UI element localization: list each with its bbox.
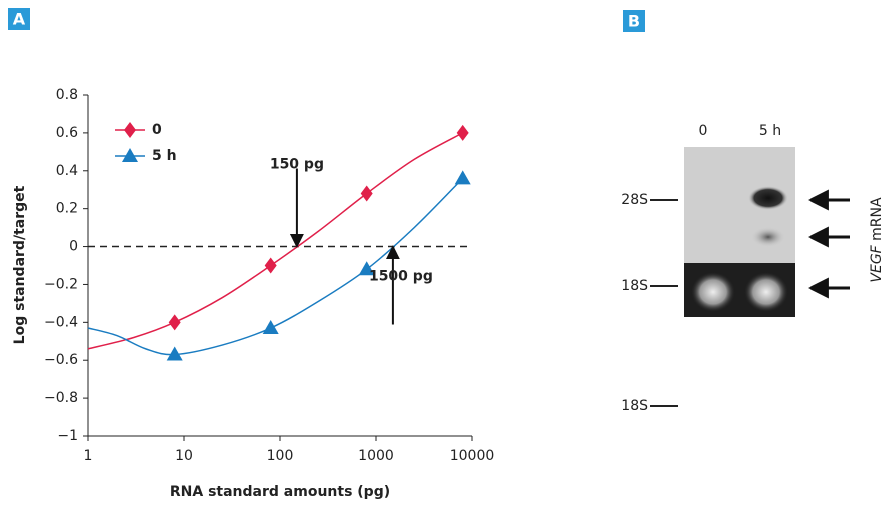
y-tick-label: 0.4 <box>56 163 78 179</box>
side-text: mRNA <box>869 197 885 241</box>
side-label: VEGF mRNA <box>869 197 885 283</box>
panel-label: A <box>13 10 26 29</box>
y-tick-label: 0.8 <box>56 87 78 103</box>
y-tick-label: −0.2 <box>44 276 78 292</box>
legend-label: 0 <box>152 122 162 138</box>
gel <box>684 147 795 317</box>
legend-marker <box>122 148 138 162</box>
legend-marker <box>124 122 136 138</box>
annotation: 1500 pg <box>369 269 433 285</box>
gene-name: VEGF <box>869 244 885 282</box>
point <box>169 314 181 330</box>
y-tick-label: 0.2 <box>56 201 78 217</box>
y-tick-label: −1 <box>57 428 78 444</box>
x-axis-label: RNA standard amounts (pg) <box>170 484 390 500</box>
point <box>263 320 279 334</box>
lane-label: 0 <box>699 123 708 139</box>
x-tick-label: 100 <box>267 448 294 464</box>
gel-band <box>748 186 788 210</box>
y-tick-label: −0.6 <box>44 352 78 368</box>
point <box>455 170 471 184</box>
y-tick-label: 0.6 <box>56 125 78 141</box>
x-tick-label: 10000 <box>450 448 495 464</box>
y-tick-label: −0.8 <box>44 390 78 406</box>
point <box>265 258 277 274</box>
lane-label: 5 h <box>759 123 781 139</box>
x-tick-label: 1000 <box>358 448 394 464</box>
y-tick-label: 0 <box>69 239 78 255</box>
gel-band <box>744 272 788 312</box>
marker-label: 18S <box>621 278 648 294</box>
gel-band <box>691 272 735 312</box>
marker-label: 18S <box>621 398 648 414</box>
x-tick-label: 10 <box>175 448 193 464</box>
point <box>361 186 373 202</box>
panel-label: B <box>628 12 640 31</box>
gel-band <box>751 227 785 247</box>
legend-label: 5 h <box>152 148 177 164</box>
page: A B RNA standard amounts (pg) Log standa… <box>0 0 885 509</box>
marker-label: 28S <box>621 192 648 208</box>
annotation: 150 pg <box>270 157 324 173</box>
y-tick-label: −0.4 <box>44 314 78 330</box>
y-axis-label: Log standard/target <box>12 185 28 344</box>
figure: A B RNA standard amounts (pg) Log standa… <box>0 0 885 505</box>
x-tick-label: 1 <box>84 448 93 464</box>
point <box>457 125 469 141</box>
